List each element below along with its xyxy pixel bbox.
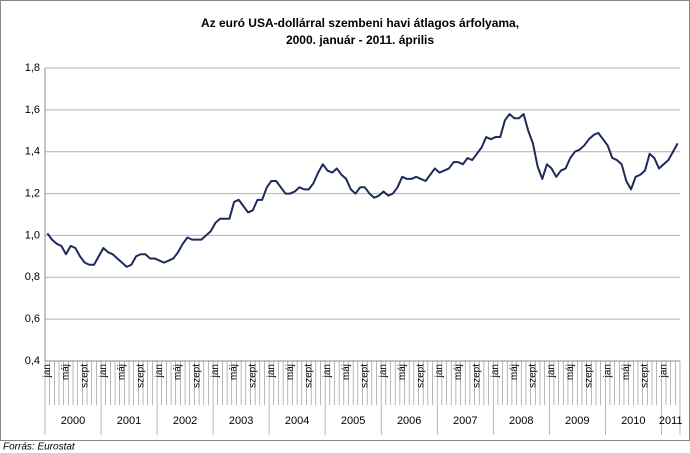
y-tick-label: 1,6	[25, 104, 40, 116]
chart-title: Az euró USA-dollárral szembeni havi átla…	[201, 16, 519, 30]
x-tick-label: jan	[546, 364, 557, 378]
x-tick-label: jan	[602, 364, 613, 378]
x-tick-label: máj	[397, 364, 408, 380]
y-tick-label: 1,0	[25, 229, 40, 241]
x-tick-label: szept	[191, 364, 202, 388]
x-tick-label: máj	[453, 364, 464, 380]
year-label: 2003	[229, 415, 253, 427]
x-tick-label: jan	[490, 364, 501, 378]
x-tick-label: szept	[247, 364, 258, 388]
year-label: 2002	[173, 415, 197, 427]
y-tick-label: 0,4	[25, 355, 40, 367]
year-label: 2001	[117, 415, 141, 427]
year-label: 2006	[397, 415, 421, 427]
x-tick-label: jan	[154, 364, 165, 378]
chart-title: 2000. január - 2011. április	[286, 33, 434, 47]
source-note: Forrás: Eurostat	[3, 442, 76, 453]
x-tick-label: máj	[565, 364, 576, 380]
x-tick-label: szept	[584, 364, 595, 388]
x-tick-label: szept	[416, 364, 427, 388]
y-tick-label: 0,6	[25, 313, 40, 325]
x-tick-label: szept	[640, 364, 651, 388]
x-tick-label: máj	[117, 364, 128, 380]
x-tick-label: máj	[509, 364, 520, 380]
year-label: 2007	[453, 415, 477, 427]
year-label: 2005	[341, 415, 365, 427]
x-tick-label: máj	[61, 364, 72, 380]
x-tick-label: máj	[285, 364, 296, 380]
year-label: 2010	[621, 415, 645, 427]
x-tick-label: jan	[266, 364, 277, 378]
y-tick-label: 1,8	[25, 62, 40, 74]
x-tick-label: jan	[322, 364, 333, 378]
x-tick-label: jan	[210, 364, 221, 378]
x-tick-label: máj	[341, 364, 352, 380]
y-tick-label: 1,4	[25, 146, 40, 158]
data-line	[46, 113, 679, 268]
year-label: 2011	[659, 415, 683, 427]
x-tick-label: máj	[229, 364, 240, 380]
x-tick-label: jan	[658, 364, 669, 378]
x-tick-label: jan	[98, 364, 109, 378]
x-tick-label: máj	[621, 364, 632, 380]
year-label: 2000	[61, 415, 85, 427]
year-label: 2008	[509, 415, 533, 427]
x-tick-label: szept	[79, 364, 90, 388]
x-tick-label: szept	[472, 364, 483, 388]
x-tick-label: szept	[359, 364, 370, 388]
x-tick-label: jan	[434, 364, 445, 378]
x-tick-label: szept	[303, 364, 314, 388]
x-tick-label: szept	[135, 364, 146, 388]
x-tick-label: jan	[42, 364, 53, 378]
y-tick-label: 0,8	[25, 271, 40, 283]
year-label: 2009	[565, 415, 589, 427]
x-tick-label: szept	[528, 364, 539, 388]
year-label: 2004	[285, 415, 309, 427]
x-tick-label: jan	[378, 364, 389, 378]
x-tick-label: máj	[173, 364, 184, 380]
y-tick-label: 1,2	[25, 187, 40, 199]
